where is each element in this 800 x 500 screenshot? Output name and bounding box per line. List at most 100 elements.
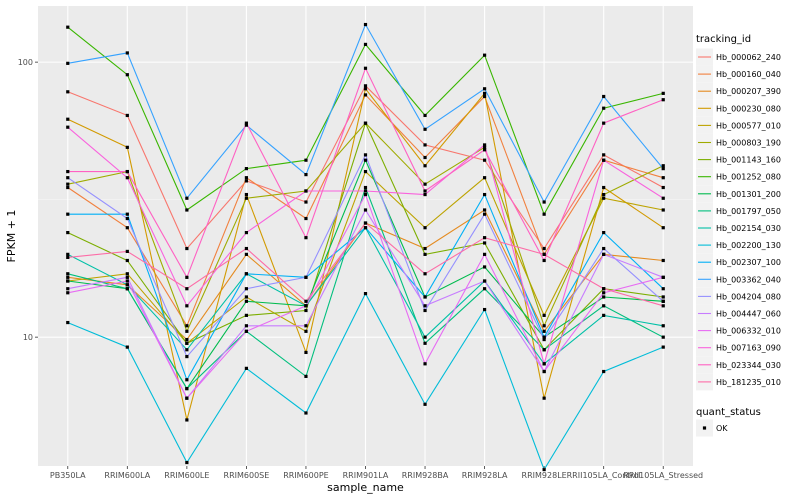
data-point bbox=[661, 295, 665, 299]
data-point bbox=[304, 172, 308, 177]
data-point bbox=[602, 94, 606, 99]
y-axis-title: FPKM + 1 bbox=[5, 210, 18, 263]
data-point bbox=[482, 212, 487, 216]
data-point bbox=[304, 275, 308, 279]
data-point bbox=[185, 304, 189, 308]
data-point bbox=[661, 345, 665, 349]
x-tick-label: RRIM600LA bbox=[104, 471, 150, 480]
data-point bbox=[661, 226, 665, 230]
x-tick-label: RRIM600SE bbox=[224, 471, 270, 480]
data-point bbox=[602, 287, 606, 291]
data-point bbox=[661, 91, 665, 95]
data-point bbox=[363, 226, 368, 230]
data-point bbox=[125, 275, 129, 279]
data-point bbox=[125, 345, 129, 349]
data-point bbox=[66, 25, 70, 29]
data-point bbox=[482, 143, 487, 147]
data-point bbox=[185, 341, 189, 345]
data-point bbox=[542, 258, 546, 263]
data-point bbox=[185, 287, 189, 291]
data-point bbox=[66, 90, 70, 94]
data-point bbox=[304, 411, 308, 415]
data-point bbox=[482, 158, 487, 162]
data-point bbox=[125, 272, 129, 276]
data-point bbox=[661, 324, 665, 328]
data-point bbox=[363, 291, 368, 296]
data-point bbox=[423, 335, 427, 339]
data-point bbox=[363, 22, 368, 27]
data-point bbox=[66, 320, 70, 325]
data-point bbox=[363, 158, 368, 162]
data-point bbox=[661, 196, 665, 200]
x-tick-label: RRIM600PE bbox=[283, 471, 329, 480]
data-point bbox=[66, 61, 70, 65]
data-point bbox=[363, 153, 368, 157]
legend-label: Hb_181235_010 bbox=[716, 378, 781, 387]
legend-label: Hb_000577_010 bbox=[716, 121, 781, 130]
data-point bbox=[125, 258, 129, 263]
data-point bbox=[125, 169, 129, 174]
data-point bbox=[66, 291, 70, 295]
data-point bbox=[602, 291, 606, 295]
data-point bbox=[66, 255, 70, 259]
data-point bbox=[482, 287, 487, 291]
data-point bbox=[304, 216, 308, 221]
data-point bbox=[244, 121, 249, 125]
data-point bbox=[185, 354, 189, 359]
series-points bbox=[66, 22, 665, 472]
data-point bbox=[185, 324, 189, 328]
data-point bbox=[602, 246, 606, 251]
data-point bbox=[185, 337, 189, 342]
data-point bbox=[423, 362, 427, 366]
data-point bbox=[661, 287, 665, 291]
data-point bbox=[542, 329, 546, 333]
data-point bbox=[661, 164, 665, 168]
legend-status-label: OK bbox=[716, 424, 728, 433]
data-point bbox=[304, 158, 308, 162]
data-point bbox=[244, 176, 249, 180]
data-point bbox=[423, 182, 427, 186]
data-point bbox=[482, 53, 487, 57]
data-point bbox=[482, 192, 487, 197]
x-tick-label: RRIM901LA bbox=[343, 471, 389, 480]
data-point bbox=[423, 308, 427, 313]
legend-label: Hb_002154_030 bbox=[716, 224, 781, 233]
data-point bbox=[602, 304, 606, 308]
data-point bbox=[661, 98, 665, 102]
data-point bbox=[185, 208, 189, 212]
data-point bbox=[602, 185, 606, 190]
data-point bbox=[304, 324, 308, 328]
data-point bbox=[244, 123, 249, 127]
data-point bbox=[482, 241, 487, 245]
x-tick-label: PB350LA bbox=[50, 471, 86, 480]
data-point bbox=[661, 258, 665, 263]
data-point bbox=[363, 208, 368, 212]
data-point bbox=[304, 200, 308, 204]
legend-label: Hb_000062_240 bbox=[716, 53, 781, 62]
data-point bbox=[423, 304, 427, 308]
legend-label: Hb_007163_090 bbox=[716, 344, 781, 353]
data-point bbox=[66, 117, 70, 121]
data-point bbox=[304, 329, 308, 333]
data-point bbox=[185, 348, 189, 352]
data-point bbox=[244, 230, 249, 235]
data-point bbox=[66, 185, 70, 190]
data-point bbox=[602, 230, 606, 235]
data-point bbox=[125, 283, 129, 287]
data-point bbox=[244, 246, 249, 251]
legend-label: Hb_023344_030 bbox=[716, 361, 781, 370]
data-point bbox=[423, 402, 427, 406]
data-point bbox=[423, 192, 427, 197]
data-point bbox=[66, 275, 70, 279]
legend-status-items: OK bbox=[696, 419, 728, 437]
legend-status-key-point bbox=[702, 426, 707, 430]
data-point bbox=[185, 387, 189, 391]
data-point bbox=[482, 252, 487, 256]
data-point bbox=[244, 196, 249, 200]
x-axis-title: sample_name bbox=[327, 481, 404, 494]
data-point bbox=[66, 252, 70, 256]
data-point bbox=[304, 236, 308, 240]
data-point bbox=[363, 185, 368, 190]
legend-label: Hb_003362_040 bbox=[716, 275, 781, 284]
